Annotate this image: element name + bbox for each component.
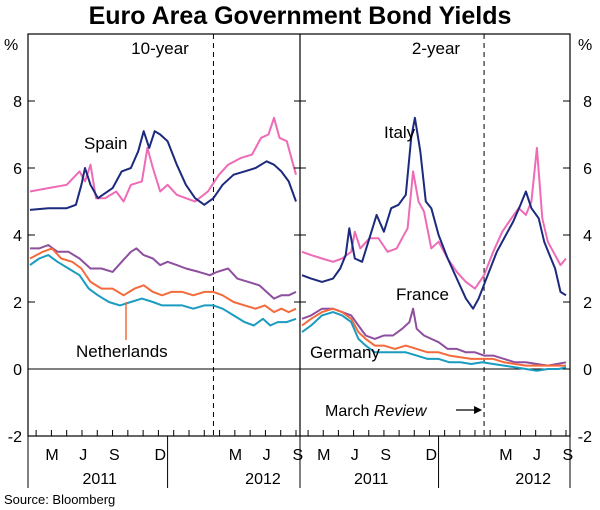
y-tick-label-left: 8 xyxy=(13,94,22,111)
series-label-2-year-germany: Germany xyxy=(310,343,380,362)
y-unit-left: % xyxy=(4,37,18,54)
y-tick-label-right: 8 xyxy=(583,94,592,111)
series-label-2-year-italy: Italy xyxy=(384,123,416,142)
x-year-label: 2012 xyxy=(515,471,551,488)
y-tick-label-left: -2 xyxy=(8,429,22,446)
series-line-10-year-italy xyxy=(29,130,297,211)
review-annotation-prefix: March xyxy=(325,403,374,420)
review-arrow-head xyxy=(474,406,483,414)
y-tick-label-left: 4 xyxy=(13,228,22,245)
y-unit-right: % xyxy=(578,37,592,54)
panel-title-10-year: 10-year xyxy=(131,39,189,58)
y-tick-label-left: 2 xyxy=(13,295,22,312)
series-label-10-year-netherlands: Netherlands xyxy=(76,342,168,361)
y-tick-label-left: 6 xyxy=(13,161,22,178)
x-month-label: M xyxy=(499,447,512,464)
series-line-10-year-spain xyxy=(29,116,297,203)
x-month-label: S xyxy=(292,447,303,464)
panel-title-2-year: 2-year xyxy=(412,39,461,58)
series-line-2-year-italy xyxy=(301,116,567,310)
series-label-2-year-france: France xyxy=(396,285,449,304)
x-month-label: J xyxy=(533,447,541,464)
x-month-label: S xyxy=(380,447,391,464)
x-month-label: J xyxy=(351,447,359,464)
series-label-10-year-spain: Spain xyxy=(84,134,127,153)
x-month-label: J xyxy=(263,447,271,464)
series-line-10-year-germany xyxy=(29,254,297,327)
x-month-label: J xyxy=(79,447,87,464)
x-month-label: M xyxy=(45,447,58,464)
x-year-label: 2012 xyxy=(245,471,281,488)
x-month-label: D xyxy=(154,447,166,464)
series-line-2-year-spain xyxy=(301,146,567,290)
x-month-label: S xyxy=(109,447,120,464)
series-line-10-year-netherlands xyxy=(29,247,297,314)
source-note: Source: Bloomberg xyxy=(4,492,115,507)
chart-title: Euro Area Government Bond Yields xyxy=(89,2,512,30)
x-year-label: 2011 xyxy=(83,471,118,488)
series-line-2-year-netherlands xyxy=(301,307,566,367)
x-month-label: M xyxy=(317,447,330,464)
y-tick-label-right: 2 xyxy=(583,295,592,312)
series-line-2-year-germany xyxy=(301,311,567,372)
series-line-10-year-france xyxy=(30,244,297,300)
y-tick-label-right: 6 xyxy=(583,161,592,178)
x-year-label: 2011 xyxy=(354,471,389,488)
y-tick-label-right: -2 xyxy=(578,429,592,446)
y-tick-label-right: 4 xyxy=(583,228,592,245)
x-month-label: S xyxy=(562,447,573,464)
y-tick-label-right: 0 xyxy=(583,362,592,379)
series-line-2-year-france xyxy=(301,307,567,367)
review-annotation-italic: Review xyxy=(374,403,428,420)
x-month-label: D xyxy=(425,447,437,464)
review-annotation: March Review xyxy=(325,403,428,420)
y-tick-label-left: 0 xyxy=(13,362,22,379)
x-month-label: M xyxy=(229,447,242,464)
